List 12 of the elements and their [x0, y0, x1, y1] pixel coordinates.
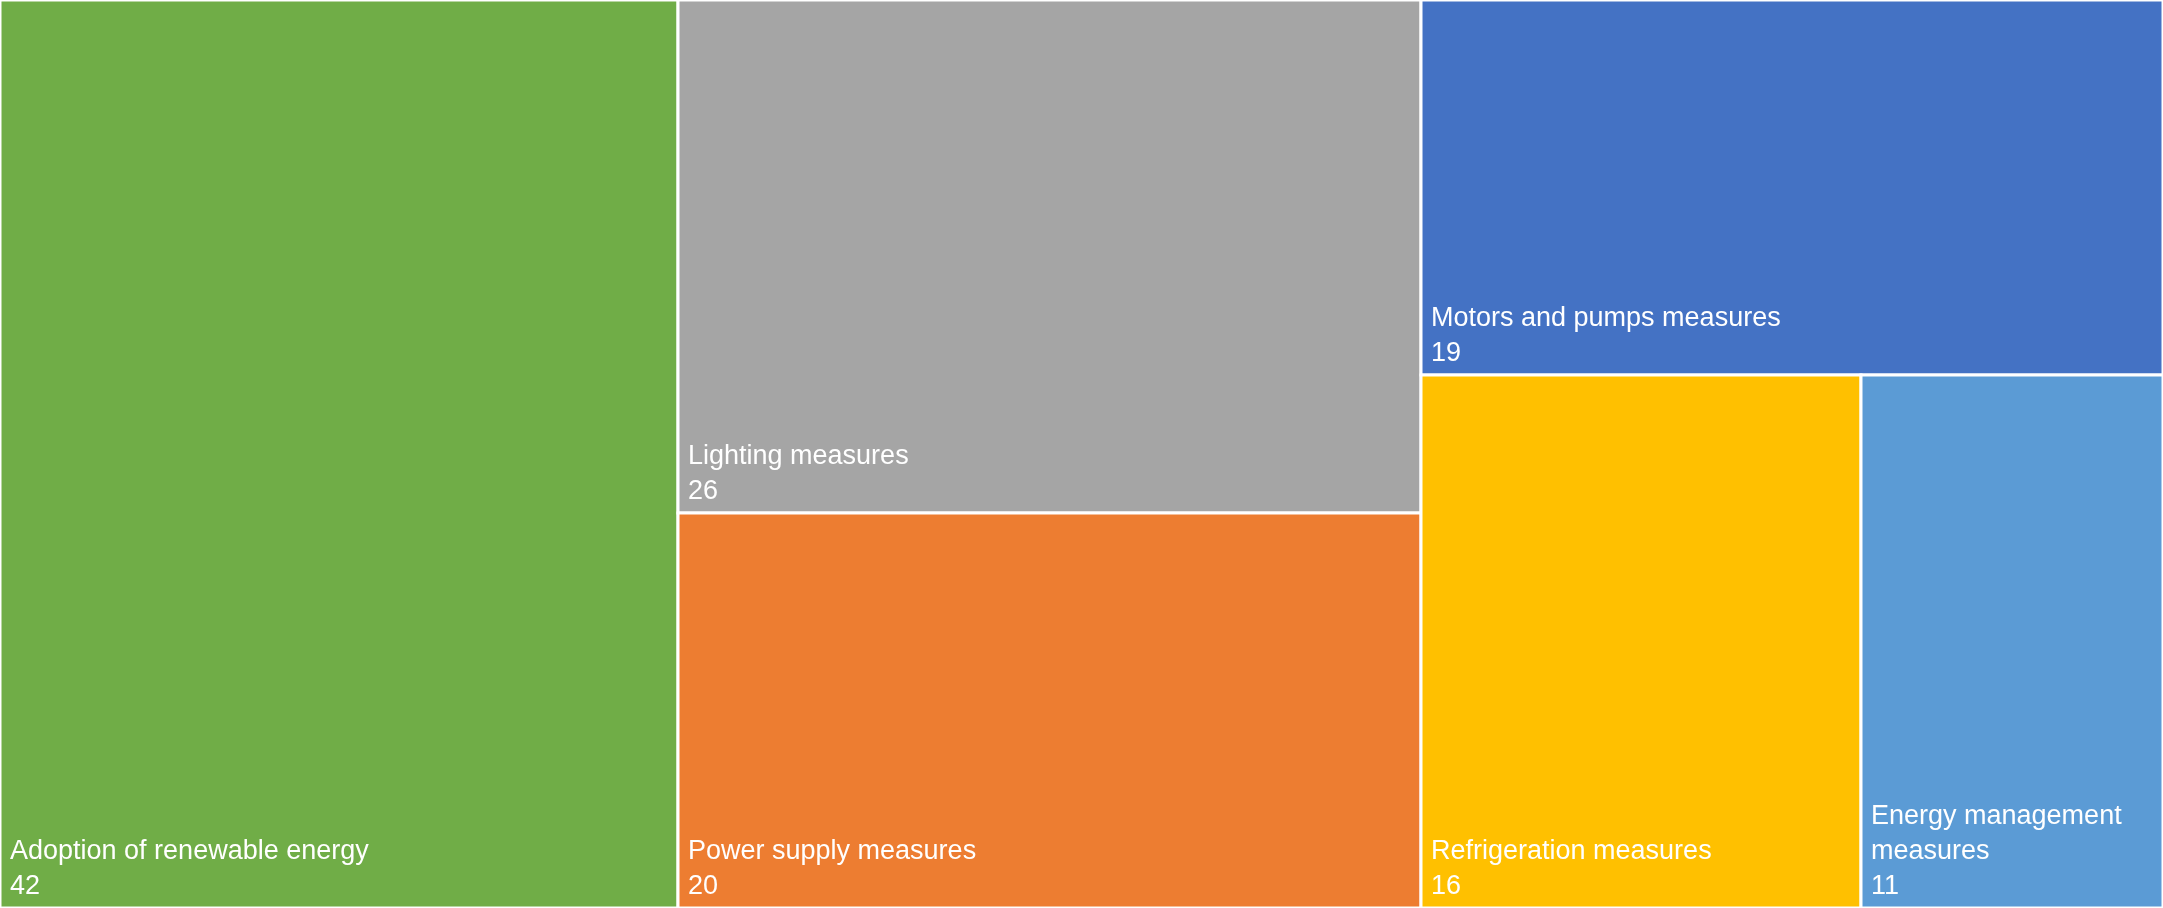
category-label: Lighting measures — [688, 439, 909, 470]
category-label: Energy management measures — [1871, 799, 2123, 865]
category-label: Refrigeration measures — [1431, 834, 1712, 865]
category-label: Motors and pumps measures — [1431, 301, 1781, 332]
data-label: 20 — [688, 870, 719, 900]
category-label: Adoption of renewable energy — [10, 834, 370, 865]
data-label: 42 — [10, 870, 41, 900]
data-label: 26 — [688, 475, 719, 505]
category-label: Power supply measures — [688, 834, 977, 865]
data-label: 11 — [1871, 870, 1900, 900]
data-label: 16 — [1431, 870, 1462, 900]
data-label: 19 — [1431, 337, 1462, 367]
